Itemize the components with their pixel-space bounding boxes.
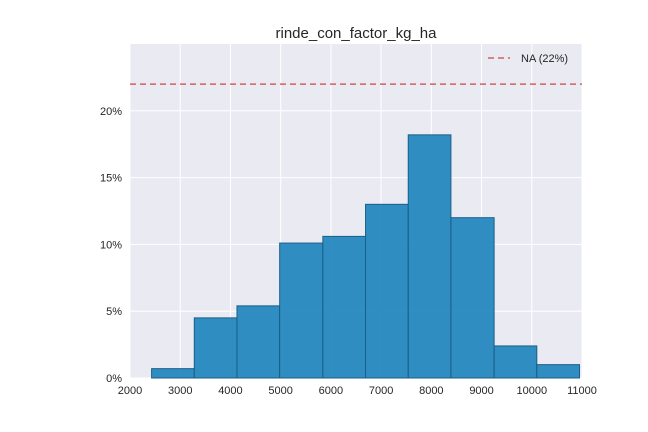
- histogram-bar: [279, 242, 324, 379]
- histogram-bar: [407, 134, 452, 379]
- chart-title: rinde_con_factor_kg_ha: [276, 25, 438, 42]
- y-axis-ticks: 0% 5% 10% 15% 20%: [100, 106, 122, 385]
- x-tick-label: 2000: [118, 385, 142, 397]
- y-tick-label: 0%: [106, 373, 122, 385]
- x-tick-label: 4000: [218, 385, 242, 397]
- histogram-bar: [236, 305, 281, 379]
- x-tick-label: 5000: [268, 385, 292, 397]
- histogram-bar: [193, 317, 238, 379]
- histogram-bar: [322, 235, 367, 379]
- y-tick-label: 5%: [106, 306, 122, 318]
- histogram-bar: [365, 203, 409, 379]
- x-tick-label: 11000: [567, 385, 597, 397]
- histogram-bar: [151, 368, 195, 379]
- x-tick-label: 6000: [319, 385, 343, 397]
- x-tick-label: 9000: [469, 385, 493, 397]
- y-tick-label: 15%: [100, 173, 122, 185]
- x-tick-label: 7000: [369, 385, 393, 397]
- legend: NA (22%): [488, 53, 568, 65]
- histogram-bar: [536, 364, 580, 379]
- histogram-bars: [151, 134, 580, 379]
- x-axis-ticks: 2000 3000 4000 5000 6000 7000 8000 9000 10000 110…: [118, 385, 597, 397]
- x-tick-label: 10000: [516, 385, 547, 397]
- x-tick-label: 3000: [168, 385, 192, 397]
- y-tick-label: 10%: [100, 239, 122, 251]
- histogram-bar: [493, 345, 538, 379]
- legend-label-na: NA (22%): [521, 53, 568, 65]
- y-tick-label: 20%: [100, 106, 122, 118]
- histogram-bar: [450, 217, 495, 379]
- x-tick-label: 8000: [419, 385, 443, 397]
